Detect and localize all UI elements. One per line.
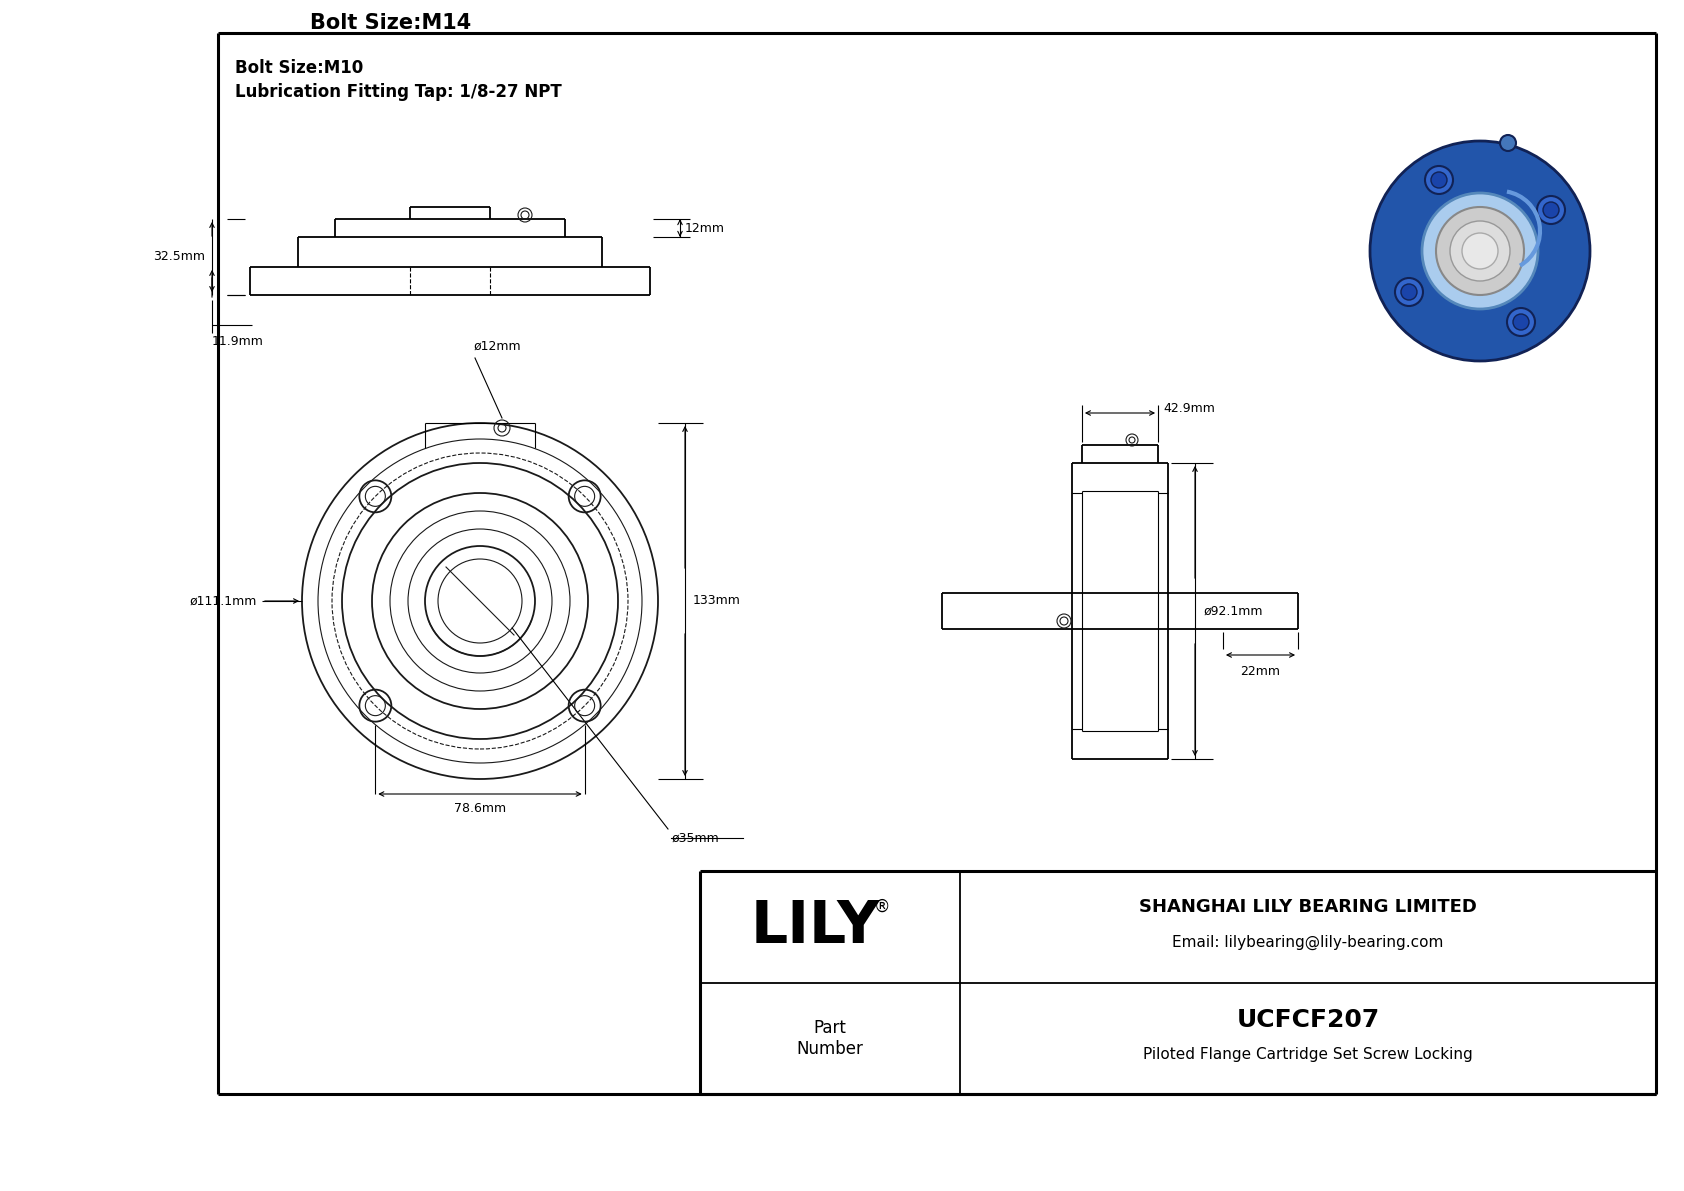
Text: 42.9mm: 42.9mm <box>1164 403 1214 416</box>
Text: LILY: LILY <box>751 898 879 955</box>
Text: Bolt Size:M14: Bolt Size:M14 <box>310 13 472 33</box>
Text: Email: lilybearing@lily-bearing.com: Email: lilybearing@lily-bearing.com <box>1172 935 1443 950</box>
Text: 78.6mm: 78.6mm <box>455 802 507 815</box>
Circle shape <box>1537 197 1564 224</box>
Circle shape <box>1462 233 1499 269</box>
Text: 133mm: 133mm <box>694 594 741 607</box>
Text: ø92.1mm: ø92.1mm <box>1202 605 1263 617</box>
Circle shape <box>1401 283 1416 300</box>
Circle shape <box>1450 222 1511 281</box>
Text: 32.5mm: 32.5mm <box>153 250 205 263</box>
Text: Lubrication Fitting Tap: 1/8-27 NPT: Lubrication Fitting Tap: 1/8-27 NPT <box>236 83 562 101</box>
Text: ®: ® <box>874 898 891 916</box>
Circle shape <box>1421 193 1537 308</box>
Text: UCFCF207: UCFCF207 <box>1236 1009 1379 1033</box>
Circle shape <box>1436 207 1524 295</box>
Text: Piloted Flange Cartridge Set Screw Locking: Piloted Flange Cartridge Set Screw Locki… <box>1143 1047 1474 1061</box>
Circle shape <box>1394 278 1423 306</box>
Text: 11.9mm: 11.9mm <box>212 335 264 348</box>
Circle shape <box>1500 135 1516 151</box>
Circle shape <box>1507 308 1536 336</box>
Text: SHANGHAI LILY BEARING LIMITED: SHANGHAI LILY BEARING LIMITED <box>1138 898 1477 916</box>
Text: 22mm: 22mm <box>1241 665 1280 678</box>
Circle shape <box>1431 172 1447 188</box>
Text: ø111.1mm: ø111.1mm <box>190 594 258 607</box>
Text: 12mm: 12mm <box>685 222 726 235</box>
Circle shape <box>1371 141 1590 361</box>
Circle shape <box>1512 314 1529 330</box>
Circle shape <box>1425 166 1453 194</box>
Circle shape <box>1543 202 1559 218</box>
Text: ø35mm: ø35mm <box>670 833 719 844</box>
Text: Bolt Size:M10: Bolt Size:M10 <box>236 60 364 77</box>
Text: ø12mm: ø12mm <box>473 339 520 353</box>
Text: Part
Number: Part Number <box>797 1018 864 1058</box>
